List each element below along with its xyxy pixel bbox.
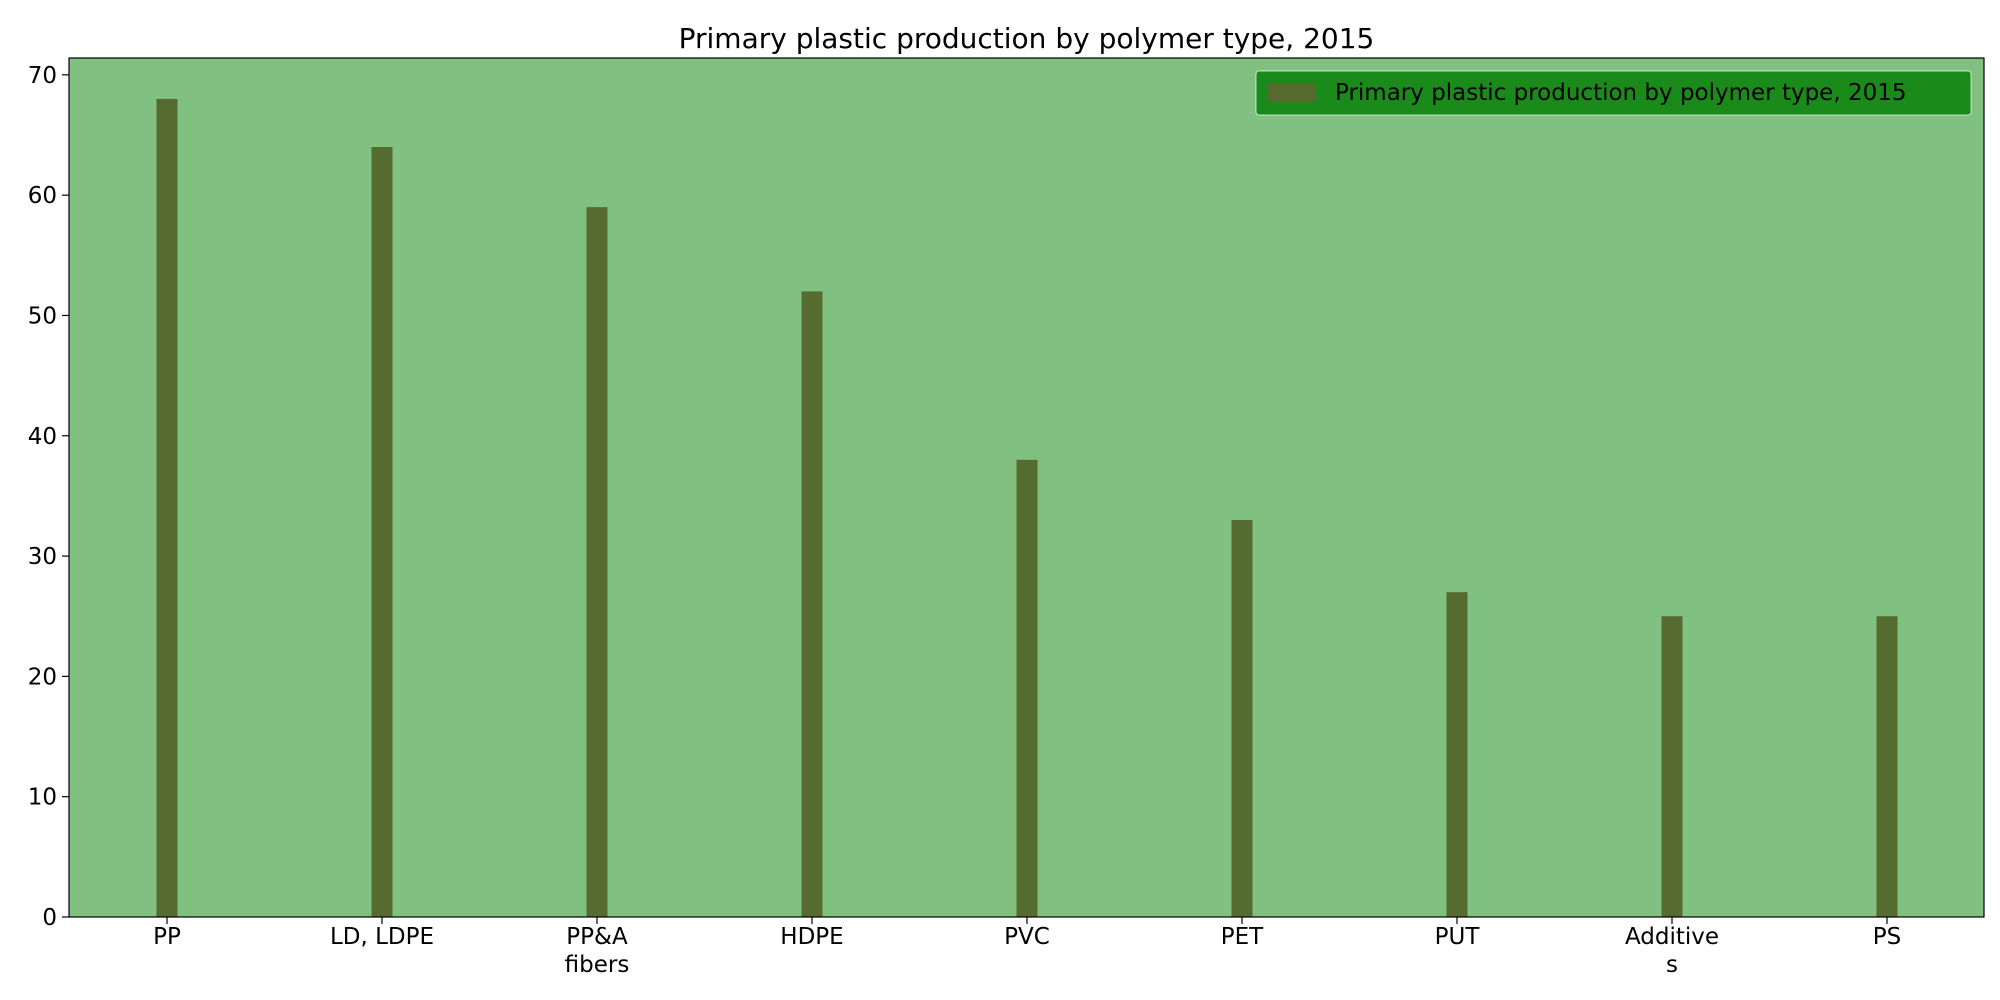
y-axis: 0 10 20 30 40 50 60 70 [28,63,69,931]
bar [371,147,393,917]
y-tick-label: 40 [28,424,57,450]
legend: Primary plastic production by polymer ty… [1255,70,1972,116]
y-tick-label: 70 [28,63,57,89]
y-tick-label: 60 [28,183,57,209]
x-tick-label: PET [1221,924,1264,950]
y-tick-label: 30 [28,544,57,570]
legend-label: Primary plastic production by polymer ty… [1335,80,1907,106]
bar [586,207,608,917]
bar [1231,519,1253,917]
y-tick-label: 10 [28,785,57,811]
y-tick-label: 0 [42,905,57,931]
x-tick-label: Additive s [1625,924,1719,978]
x-tick-label: PVC [1004,924,1050,950]
y-tick-label: 50 [28,303,57,329]
bar [1661,616,1683,917]
x-axis: PP LD, LDPE PP&A fibers HDPE PVC PET PUT Additiv… [153,917,1901,978]
x-tick-label: LD, LDPE [330,924,434,950]
y-tick-label: 20 [28,664,57,690]
bar [1016,459,1038,917]
x-tick-label: PS [1873,924,1901,950]
legend-box [1255,70,1972,116]
bar [1446,592,1468,917]
x-tick-label: HDPE [780,924,843,950]
x-tick-label: PP&A fibers [565,924,630,978]
x-tick-label: PUT [1435,924,1481,950]
bars-layer [156,98,1898,917]
chart-title: Primary plastic production by polymer ty… [679,22,1375,55]
legend-swatch [1268,84,1316,101]
x-tick-label: PP [153,924,181,950]
plot-frame [68,57,1985,918]
bar [801,291,823,917]
bar [1876,616,1898,917]
bar [156,98,178,917]
